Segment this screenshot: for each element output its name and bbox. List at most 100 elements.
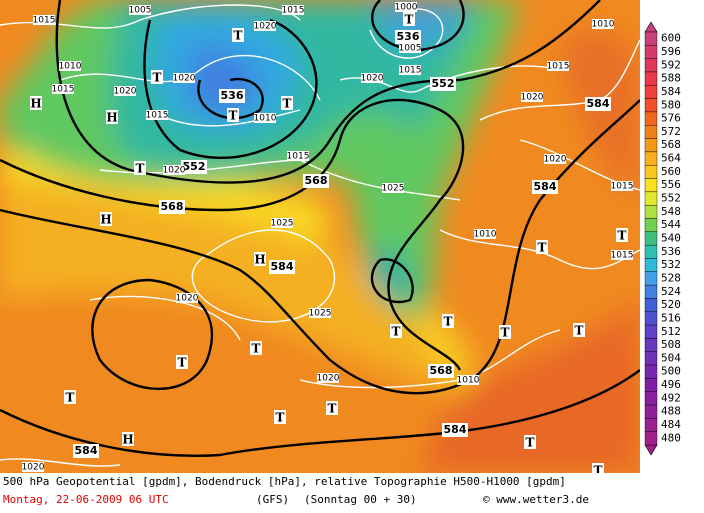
geopotential-label-box	[219, 89, 245, 103]
colorbar-swatch	[644, 151, 658, 166]
center-label-box	[326, 401, 338, 415]
geopotential-label-box	[159, 200, 185, 214]
pressure-label-box	[52, 84, 74, 94]
pressure-label-box	[382, 183, 404, 193]
colorbar-tick-label: 576	[661, 112, 681, 125]
pressure-label: 1025	[309, 309, 332, 319]
colorbar-swatch	[644, 165, 658, 179]
caption-box	[0, 473, 704, 513]
pressure-label-box	[271, 218, 293, 228]
colorbar-tick-label: 544	[661, 218, 681, 231]
colorbar-swatch	[644, 364, 658, 379]
pressure-label: 1010	[592, 20, 615, 30]
colorbar-tick-label: 504	[661, 351, 681, 364]
colorbar-swatch	[644, 431, 658, 446]
pressure-label: 1020	[254, 22, 277, 32]
pressure-label-box	[146, 110, 168, 120]
pressure-center: T	[618, 229, 627, 243]
pressure-center: T	[526, 436, 535, 450]
pressure-label-box	[176, 293, 198, 303]
center-label-box	[250, 341, 262, 355]
colorbar-tick-label: 508	[661, 338, 681, 351]
colorbar-tick-label: 548	[661, 205, 681, 218]
pressure-center: T	[276, 411, 285, 425]
pressure-label: 1020	[114, 87, 137, 97]
center-label-box	[274, 410, 286, 424]
caption-line1: 500 hPa Geopotential [gpdm], Bodendruck …	[3, 475, 566, 488]
center-label-box	[499, 325, 511, 339]
geopotential-label-box	[269, 260, 295, 274]
center-label-box	[122, 432, 134, 446]
center-label-box	[616, 228, 628, 242]
colorbar-swatch	[644, 191, 658, 206]
colorbar-swatch	[644, 244, 658, 259]
pressure-label: 1015	[611, 251, 634, 261]
pressure-label-box	[287, 151, 309, 161]
center-label-box	[254, 252, 266, 266]
pressure-label-box	[163, 165, 185, 175]
colorbar-swatch	[644, 258, 658, 273]
caption-date: Montag, 22-06-2009 06 UTC	[3, 493, 169, 506]
pressure-label-box	[457, 375, 479, 385]
colorbar-tick-label: 568	[661, 138, 681, 151]
geopotential-label: 536	[397, 30, 420, 43]
colorbar-swatch	[644, 391, 658, 406]
pressure-label: 1020	[317, 374, 340, 384]
geopotential-label-box	[585, 97, 611, 111]
pressure-center: T	[405, 13, 414, 27]
pressure-label-box	[317, 373, 339, 383]
colorbar-swatch	[644, 324, 658, 339]
caption-model: (GFS)	[256, 493, 289, 506]
colorbar-tick-label: 572	[661, 125, 681, 138]
colorbar-tick-label: 500	[661, 365, 681, 378]
colorbar-swatch	[644, 284, 658, 299]
colorbar-tick-label: 592	[661, 58, 681, 71]
colorbar-tick-label: 524	[661, 285, 681, 298]
center-label-box	[573, 323, 585, 337]
colorbar-tick-label: 512	[661, 325, 681, 338]
colorbar-swatch	[644, 85, 658, 99]
center-label-box	[390, 324, 402, 338]
geopotential-label-box	[181, 160, 207, 174]
pressure-label-box	[309, 308, 331, 318]
colorbar-swatch	[644, 178, 658, 193]
pressure-center: T	[444, 315, 453, 329]
pressure-label: 1015	[33, 16, 56, 26]
center-label-box	[151, 70, 163, 84]
pressure-label: 1020	[521, 93, 544, 103]
map: 536 552 536 552 568 568 584 584 584 568 584 584 1005…	[0, 0, 640, 473]
pressure-label-box	[474, 229, 496, 239]
geopotential-label: 568	[161, 200, 184, 213]
colorbar-tick-label: 520	[661, 298, 681, 311]
colorbar-swatch	[644, 58, 658, 73]
caption-run: (Sonntag 00 + 30)	[304, 493, 417, 506]
center-label-box	[442, 314, 454, 328]
pressure-center: T	[328, 402, 337, 416]
center-label-box	[64, 390, 76, 404]
colorbar-swatch	[644, 271, 658, 286]
center-label-box	[524, 435, 536, 449]
pressure-center: T	[392, 325, 401, 339]
colorbar-swatch	[644, 418, 658, 432]
colorbar-tick-label: 600	[661, 32, 681, 45]
pressure-label: 1020	[22, 463, 45, 473]
pressure-center: T	[538, 241, 547, 255]
colorbar-tick-label: 556	[661, 178, 681, 191]
colorbar-swatch	[644, 138, 658, 153]
pressure-label-box	[282, 5, 304, 15]
pressure-label: 1010	[457, 376, 480, 386]
colorbar-tick-label: 536	[661, 245, 681, 258]
pressure-label-box	[361, 73, 383, 83]
colorbar-tick-label: 580	[661, 98, 681, 111]
colorbar-tick-label: 596	[661, 45, 681, 58]
geopotential-label: 536	[221, 89, 244, 102]
geopotential-label-box	[428, 364, 454, 378]
pressure-label: 1010	[59, 62, 82, 72]
pressure-label: 1025	[271, 219, 294, 229]
center-label-box	[106, 110, 118, 124]
geopotential-label-box	[395, 30, 421, 44]
center-label-box	[100, 212, 112, 226]
colorbar-tick-label: 588	[661, 72, 681, 85]
pressure-label: 1000	[395, 3, 418, 13]
